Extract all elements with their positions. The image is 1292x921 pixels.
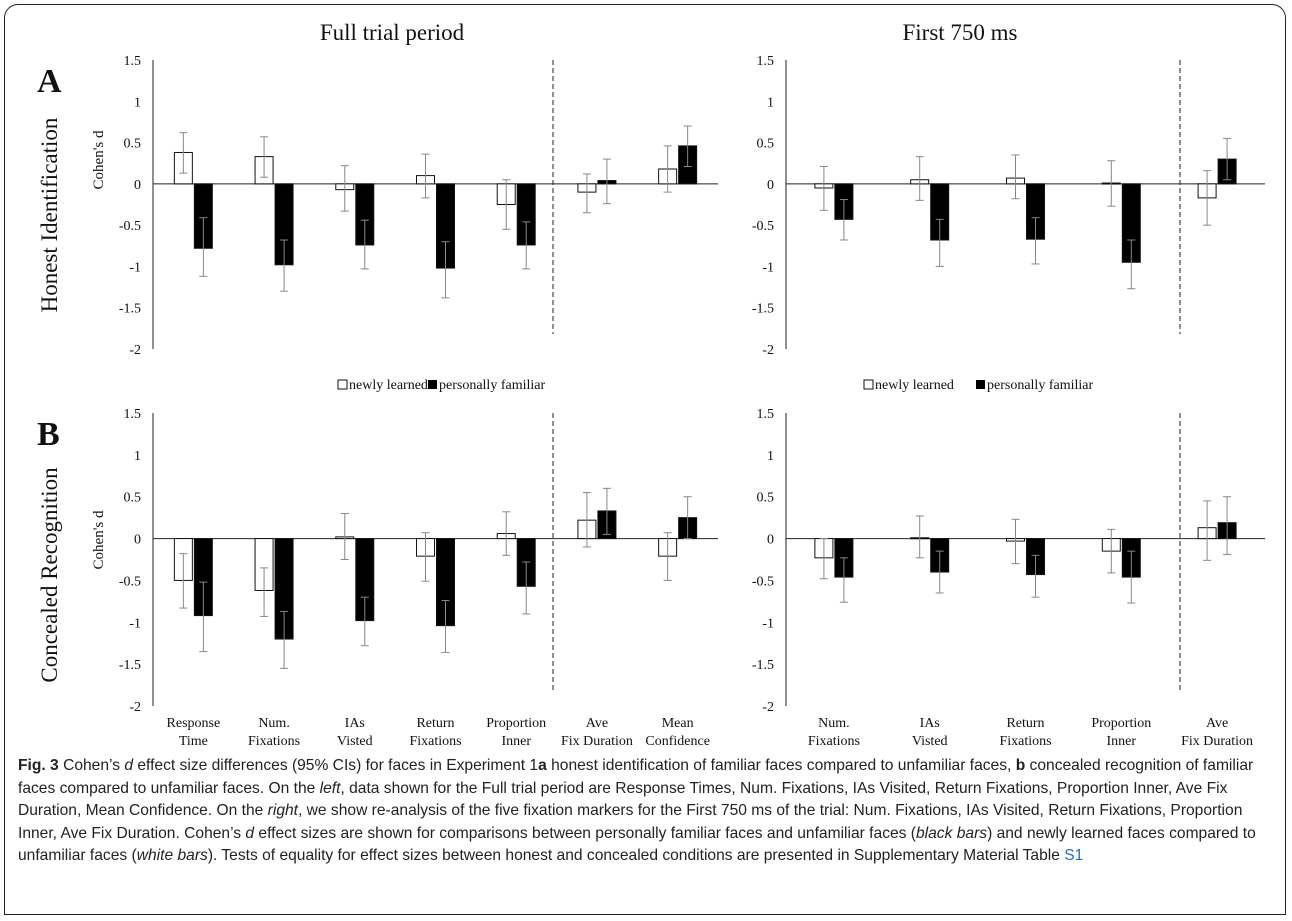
caption-text: ) and newly learned faces compared to un… [18,824,1256,865]
y-tick-label: 1 [767,95,774,110]
title-first-750: First 750 ms [902,20,1017,45]
y-tick-label: -1 [762,616,774,631]
legend-a-right: newly learned personally familiar [863,378,1093,393]
y-tick-label: 1 [134,95,141,110]
y-tick-label: -1 [129,260,141,275]
y-tick-label: -1 [762,260,774,275]
y-tick-label: 1 [767,449,774,464]
legend-white-swatch [337,379,348,390]
y-tick-label: 1.5 [757,54,775,69]
y-tick-label: 0 [767,178,774,193]
legend-black-swatch [976,380,985,389]
supplementary-table-link[interactable]: S1 [1064,847,1084,864]
panel-b-letter: B [37,416,60,453]
y-tick-label: 1.5 [124,407,142,422]
caption-italic: right [267,802,298,819]
y-tick-label: 0.5 [124,137,142,152]
x-tick-label: IAs Visted [337,716,373,749]
title-full-trial: Full trial period [320,20,465,45]
row-b-label: Concealed Recognition [37,467,62,683]
row-a-label: Honest Identification [37,117,62,312]
y-tick-label: -0.5 [752,574,774,589]
caption-fig-label: Fig. 3 [18,757,59,774]
x-tick-label: Ave Fix Duration [1181,716,1253,749]
caption-text: effect size differences (95% CIs) for fa… [133,757,539,774]
caption-text: honest identification of familiar faces … [546,757,1016,774]
figure-svg: Full trial period First 750 ms A B Hones… [37,20,1265,749]
y-tick-label: -2 [762,700,774,715]
caption-text: effect sizes are shown for comparisons b… [254,824,916,842]
y-tick-label: 1.5 [124,54,142,69]
legend-white-label: newly learned [349,378,428,393]
panel-b-full-trial: 1.5 1 0.5 0 -0.5 -1 -1.5 -2 Response Time Num. Fixa… [119,407,718,749]
y-tick-label: -2 [129,343,141,358]
y-tick-label: -2 [129,700,141,715]
x-tick-label: Num. Fixations [248,716,300,749]
panel-a-letter: A [37,63,62,100]
x-tick-label: Return Fixations [409,716,461,749]
x-tick-label: Proportion Inner [486,716,546,749]
y-tick-label: -1.5 [752,658,774,673]
legend-black-label: personally familiar [987,378,1093,393]
x-tick-label: Response Time [167,716,221,749]
caption-text: , we show re-analysis of the five fixati… [18,802,1243,842]
y-tick-label: -1.5 [119,658,141,673]
x-tick-label: Ave Fix Duration [561,716,633,749]
legend-a-left: newly learned personally familiar [337,378,545,393]
x-tick-label: Return Fixations [999,716,1051,749]
caption-italic: d [124,757,134,774]
legend-white-label: newly learned [875,378,954,393]
x-tick-label: IAs Visted [912,716,948,749]
caption-bold: b [1015,757,1026,774]
y-axis-label-a: Cohen's d [91,130,107,189]
y-axis-label-b: Cohen's d [91,510,107,569]
panel-a-full-trial: 1.5 1 0.5 0 -0.5 -1 -1.5 -2 [119,54,718,358]
y-tick-label: -0.5 [119,574,141,589]
caption-italic: d [245,824,255,842]
y-tick-label: 0 [134,533,141,548]
caption-italic: black bars [915,824,988,842]
legend-black-swatch [428,380,437,389]
y-tick-label: -1.5 [752,302,774,317]
y-tick-label: -2 [762,343,774,358]
y-tick-label: -0.5 [752,219,774,234]
y-tick-label: 0.5 [757,137,775,152]
caption-italic: left [319,779,341,797]
caption-text: , data shown for the Full trial period a… [18,779,1228,820]
legend-white-swatch [863,379,874,390]
y-tick-label: 0 [134,178,141,193]
caption-text: Cohen’s [58,757,125,774]
y-tick-label: 1.5 [757,407,775,422]
y-tick-label: 1 [134,449,141,464]
y-tick-label: -1 [129,616,141,631]
y-tick-label: 0.5 [757,491,775,506]
panel-a-first-750: 1.5 1 0.5 0 -0.5 -1 -1.5 -2 [752,54,1265,358]
x-tick-label: Proportion Inner [1091,716,1151,749]
x-tick-label: Mean Confidence [645,716,710,749]
caption-italic: white bars [136,847,208,864]
y-tick-label: 0.5 [124,491,142,506]
y-tick-label: 0 [767,533,774,548]
panel-b-first-750: 1.5 1 0.5 0 -0.5 -1 -1.5 -2 Num. Fixations IAs Vist… [752,407,1265,749]
caption-text: concealed recognition of familiar faces … [18,757,1254,797]
legend-black-label: personally familiar [439,378,545,393]
figure-frame [4,4,1286,915]
y-tick-label: -1.5 [119,302,141,317]
x-tick-label: Num. Fixations [808,716,860,749]
caption-bold: a [538,757,547,774]
figure-caption: Fig. 3 Cohen’s d effect size differences… [18,755,1280,868]
y-tick-label: -0.5 [119,219,141,234]
caption-text: ). Tests of equality for effect sizes be… [207,847,1065,864]
